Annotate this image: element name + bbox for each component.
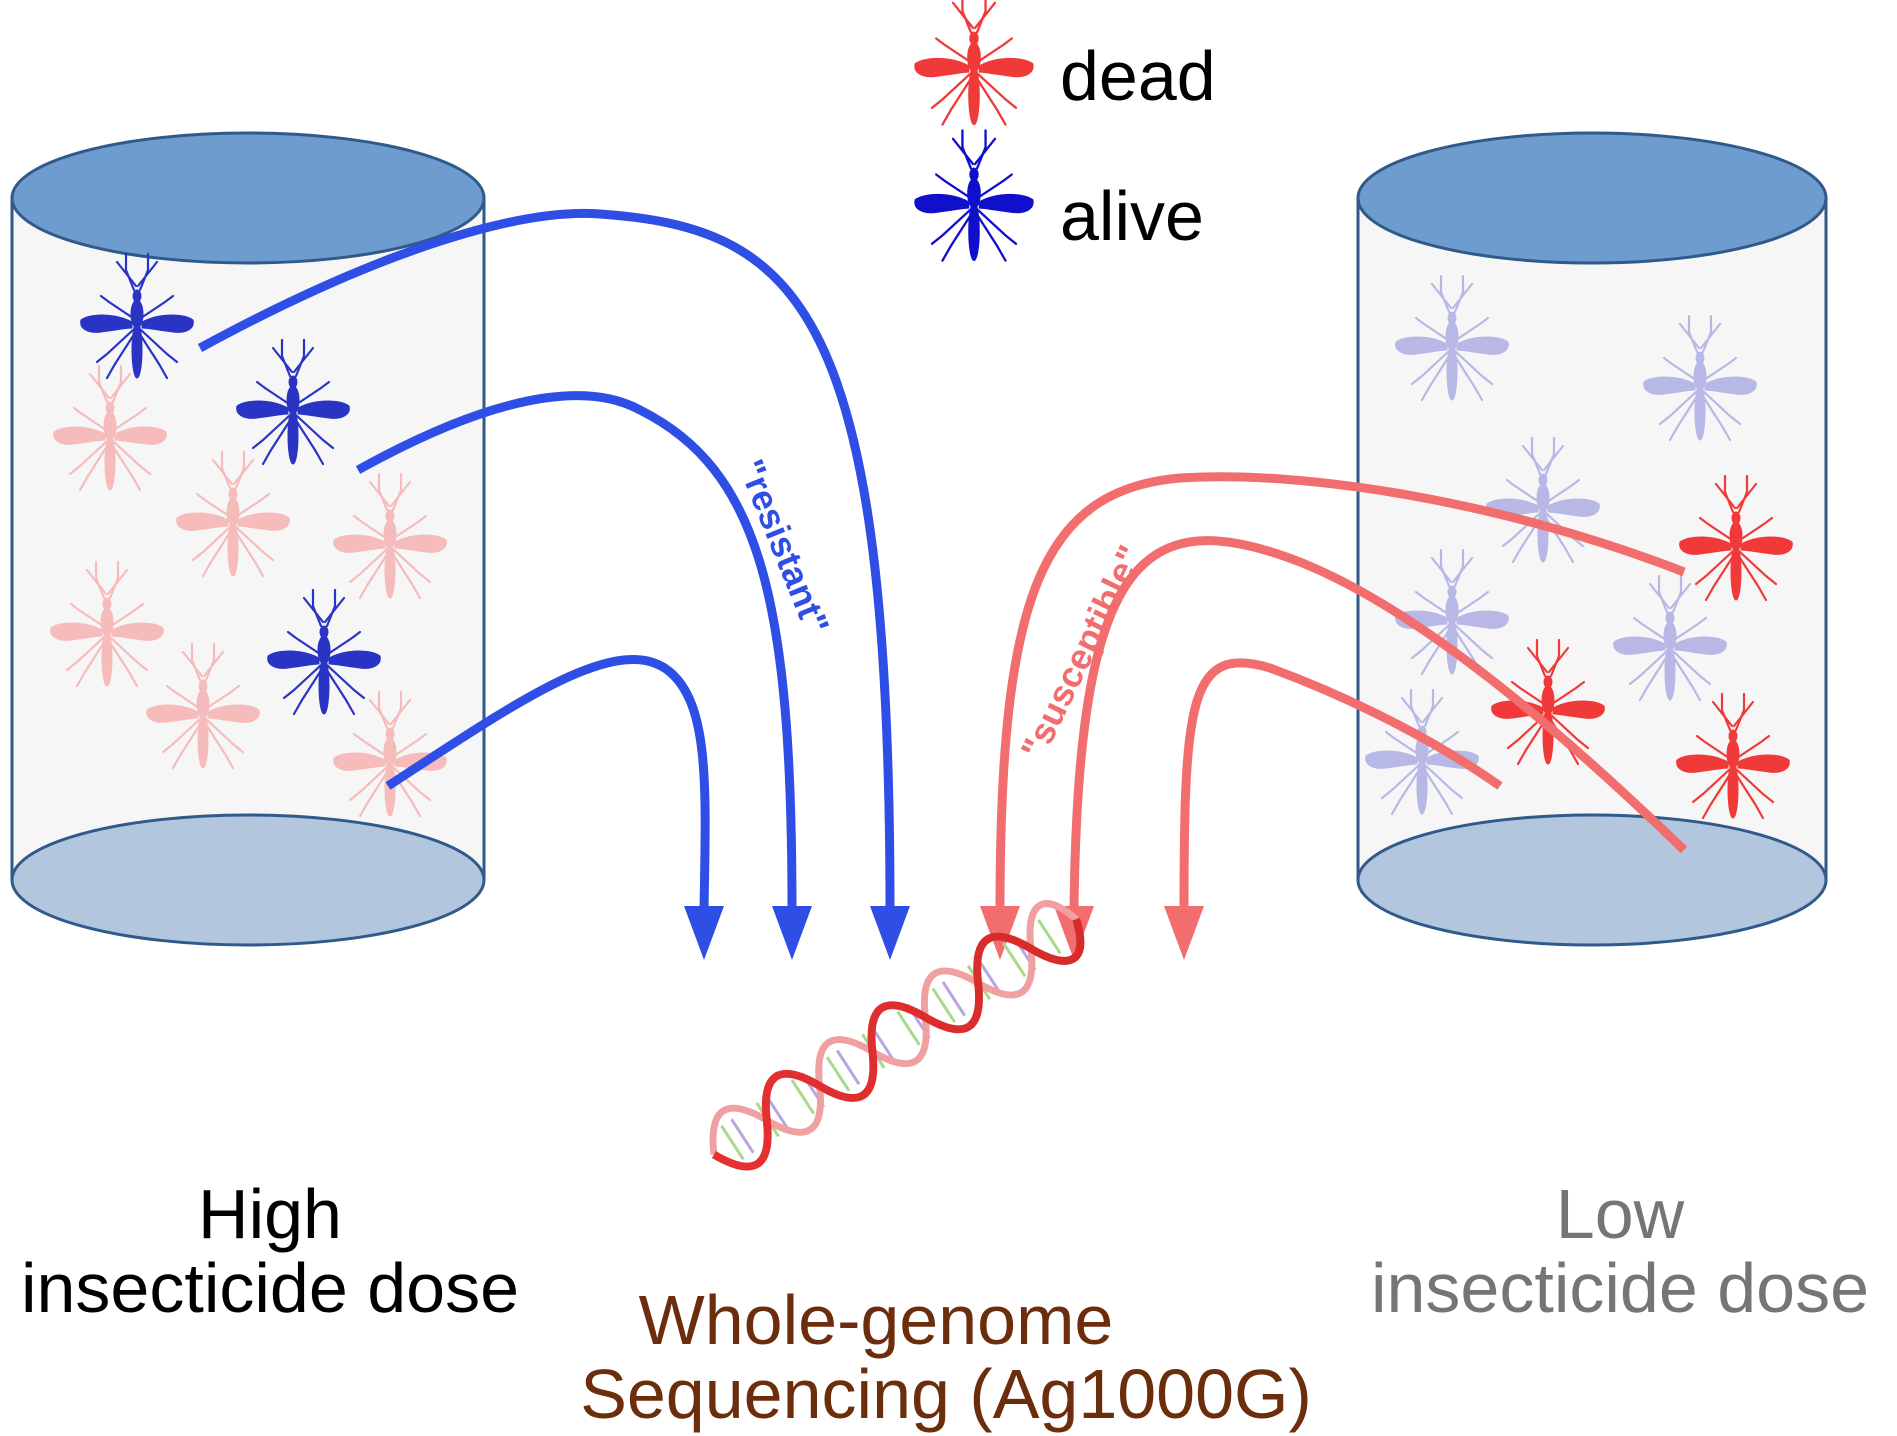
arrowhead-icon [1164, 906, 1204, 960]
legend-alive-label: alive [1060, 177, 1204, 255]
low-dose-label-line1: Low [1556, 1175, 1685, 1253]
resistant-arrow-middle [355, 391, 797, 911]
dna-helix-icon [709, 900, 1085, 1171]
right-tube-top [1356, 131, 1828, 265]
arrowhead-icon [684, 906, 724, 960]
susceptible-arrow-middle [1069, 536, 1688, 911]
arrowhead-icon [870, 906, 910, 960]
legend-alive-mosquito-icon [913, 129, 1035, 262]
low-dose-label-line2: insecticide dose [1371, 1249, 1869, 1327]
susceptible-arrows [995, 472, 1688, 911]
arrowhead-icon [772, 906, 812, 960]
left-tube-top [10, 131, 486, 265]
wgs-label-line1: Whole-genome [639, 1281, 1114, 1359]
resistant-arrow-inner [385, 654, 710, 911]
susceptible-arrow-outer [995, 472, 1686, 911]
high-dose-label-line1: High [198, 1175, 342, 1253]
legend: dead alive [913, 0, 1216, 262]
high-dose-label-line2: insecticide dose [21, 1249, 519, 1327]
wgs-label-line2: Sequencing (Ag1000G) [580, 1355, 1312, 1433]
resistant-arrows [197, 208, 895, 911]
legend-dead-label: dead [1060, 37, 1216, 115]
resistant-arrowheads [684, 906, 910, 960]
susceptible-arrow-inner [1179, 658, 1503, 911]
resistant-arrow-outer [197, 208, 895, 911]
legend-dead-mosquito-icon [913, 0, 1035, 126]
resistant-label: "resistant" [731, 454, 838, 640]
right-tube-bottom [1356, 813, 1828, 947]
left-tube-bottom [10, 813, 486, 947]
arrowhead-icon [1054, 906, 1094, 960]
susceptible-arrowheads [980, 906, 1204, 960]
